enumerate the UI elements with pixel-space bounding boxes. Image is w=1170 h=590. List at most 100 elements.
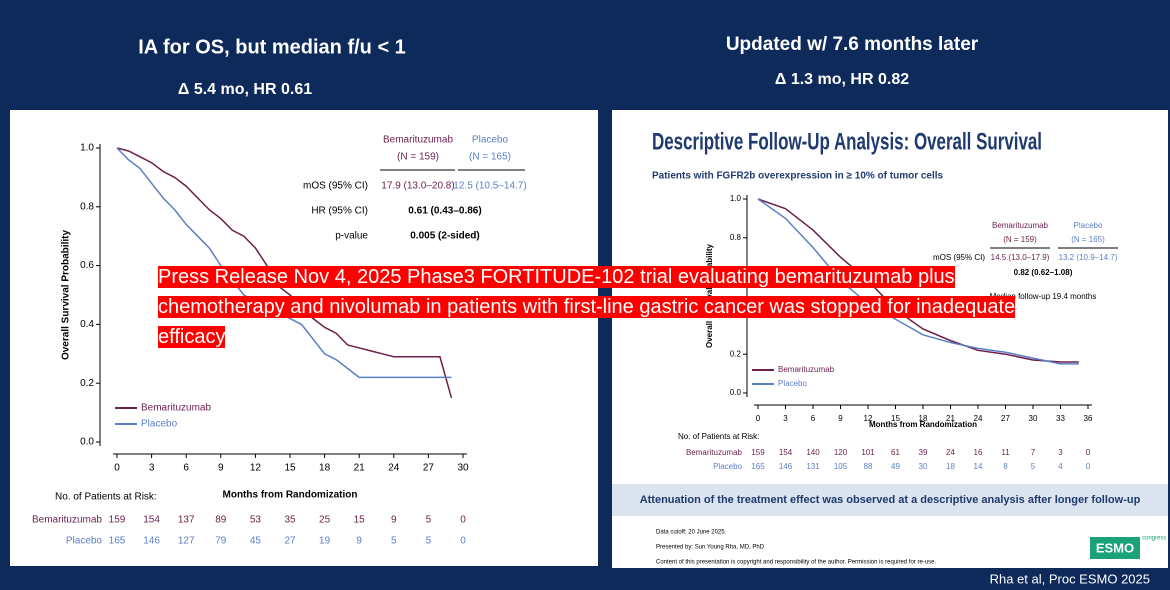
stats-header: Placebo: [1074, 221, 1103, 230]
stats-header: (N = 159): [397, 152, 439, 163]
stats-label: mOS (95% CI): [303, 181, 368, 192]
logo-sub: congress: [1142, 536, 1166, 542]
stats-label: mOS (95% CI): [933, 253, 985, 262]
risk-value: 18: [946, 462, 955, 471]
press-release-text: Press Release Nov 4, 2025 Phase3 FORTITU…: [158, 266, 1016, 348]
x-tick-label: 27: [423, 463, 435, 474]
y-tick-label: 0.2: [80, 378, 94, 389]
stats-header: Placebo: [472, 135, 509, 146]
y-tick-label: 1.0: [730, 194, 742, 203]
risk-value: 15: [354, 515, 366, 526]
risk-value: 27: [284, 536, 296, 547]
stats-header: (N = 159): [1003, 235, 1037, 244]
risk-value: 154: [143, 515, 160, 526]
survival-curve: [757, 198, 1079, 363]
chart-title: Descriptive Follow-Up Analysis: Overall …: [652, 128, 1042, 155]
x-tick-label: 24: [388, 463, 400, 474]
risk-value: 101: [861, 448, 875, 457]
risk-value: 61: [891, 448, 900, 457]
risk-value: 14: [974, 462, 983, 471]
x-tick-label: 9: [218, 463, 224, 474]
legend-label: Bemarituzumab: [141, 403, 211, 414]
risk-value: 53: [250, 515, 262, 526]
footnote: Presented by: Sun Young Rha, MD, PhD: [656, 545, 765, 551]
x-axis-label: Months from Randomization: [869, 420, 977, 429]
y-tick-label: 0.6: [80, 260, 94, 271]
risk-name: Bemarituzumab: [32, 515, 102, 526]
risk-value: 3: [1058, 448, 1063, 457]
risk-value: 19: [319, 536, 331, 547]
risk-value: 165: [751, 462, 765, 471]
logo: ESMO: [1096, 540, 1134, 555]
banner: Attenuation of the treatment effect was …: [640, 494, 1141, 506]
stats-value: 0.61 (0.43–0.86): [408, 206, 481, 217]
risk-value: 146: [143, 536, 160, 547]
chart-subtitle: Patients with FGFR2b overexpression in ≥…: [652, 171, 944, 182]
stats-value: 17.9 (13.0–20.8): [381, 181, 454, 192]
risk-value: 24: [946, 448, 955, 457]
x-tick-label: 24: [974, 414, 983, 423]
risk-name: Placebo: [713, 462, 742, 471]
x-tick-label: 6: [811, 414, 816, 423]
stats-value: 0.005 (2-sided): [410, 231, 479, 242]
risk-value: 165: [109, 536, 126, 547]
risk-value: 146: [779, 462, 793, 471]
risk-value: 5: [426, 515, 432, 526]
risk-value: 120: [834, 448, 848, 457]
risk-value: 137: [178, 515, 195, 526]
survival-curve: [116, 147, 453, 399]
x-tick-label: 30: [457, 463, 469, 474]
x-tick-label: 36: [1084, 414, 1093, 423]
y-tick-label: 0.8: [730, 233, 742, 242]
y-axis-label: Overall Survival Probability: [61, 230, 72, 360]
x-tick-label: 33: [1056, 414, 1065, 423]
x-tick-label: 12: [864, 414, 873, 423]
risk-value: 79: [215, 536, 227, 547]
legend-label: Bemarituzumab: [778, 365, 835, 374]
stats-label: HR (95% CI): [311, 206, 368, 217]
risk-value: 88: [864, 462, 873, 471]
y-tick-label: 1.0: [80, 143, 94, 154]
risk-value: 5: [1031, 462, 1036, 471]
risk-name: Placebo: [66, 536, 103, 547]
risk-value: 11: [1001, 448, 1010, 457]
x-tick-label: 15: [891, 414, 900, 423]
legend-label: Placebo: [141, 419, 178, 430]
risk-title: No. of Patients at Risk:: [678, 432, 759, 441]
risk-value: 49: [891, 462, 900, 471]
subheading: Δ 1.3 mo, HR 0.82: [775, 71, 909, 88]
y-tick-label: 0.2: [730, 349, 742, 358]
risk-name: Bemarituzumab: [686, 448, 743, 457]
risk-value: 39: [919, 448, 928, 457]
risk-value: 5: [426, 536, 432, 547]
stats-label: p-value: [335, 231, 368, 242]
x-tick-label: 3: [783, 414, 788, 423]
risk-value: 16: [974, 448, 983, 457]
risk-value: 8: [1003, 462, 1008, 471]
risk-value: 9: [391, 515, 397, 526]
risk-value: 30: [919, 462, 928, 471]
risk-value: 159: [109, 515, 126, 526]
x-axis-label: Months from Randomization: [223, 490, 358, 501]
stats-header: (N = 165): [1071, 235, 1105, 244]
x-tick-label: 21: [946, 414, 955, 423]
risk-value: 35: [284, 515, 296, 526]
x-tick-label: 6: [183, 463, 189, 474]
stats-header: Bemarituzumab: [992, 221, 1049, 230]
y-tick-label: 0.8: [80, 201, 94, 212]
x-tick-label: 21: [354, 463, 366, 474]
stats-header: Bemarituzumab: [383, 135, 453, 146]
x-tick-label: 0: [114, 463, 120, 474]
x-tick-label: 27: [1001, 414, 1010, 423]
risk-value: 159: [751, 448, 765, 457]
risk-value: 0: [1086, 462, 1091, 471]
risk-value: 5: [391, 536, 397, 547]
risk-value: 105: [834, 462, 848, 471]
x-tick-label: 15: [284, 463, 296, 474]
risk-value: 89: [215, 515, 227, 526]
x-tick-label: 18: [919, 414, 928, 423]
risk-value: 0: [1086, 448, 1091, 457]
y-tick-label: 0.0: [730, 388, 742, 397]
